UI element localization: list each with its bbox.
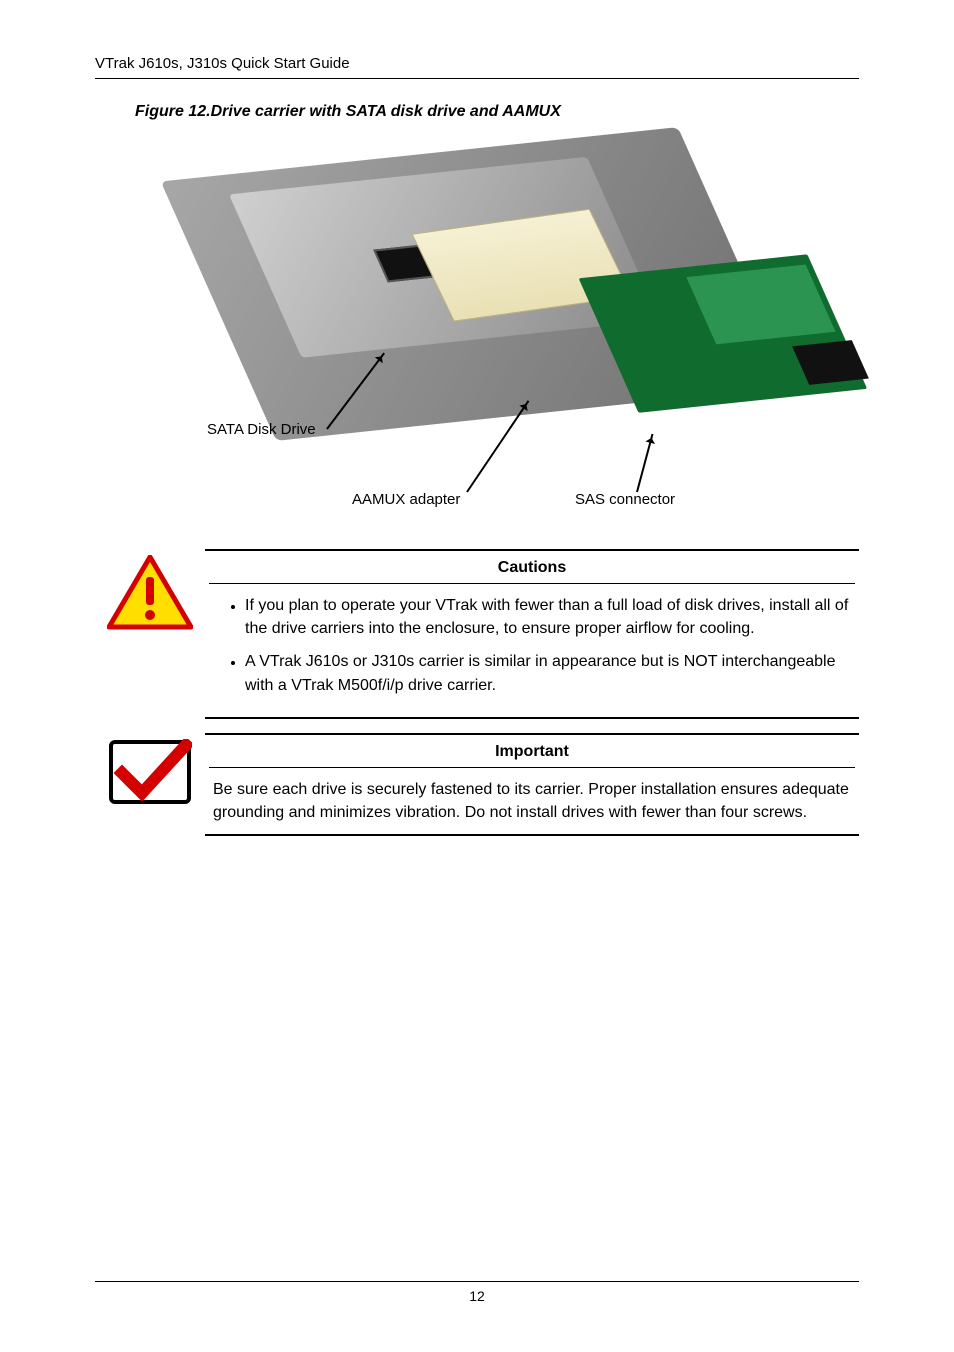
drive-carrier-shape — [161, 127, 794, 441]
footer-rule — [95, 1281, 859, 1282]
cautions-list: If you plan to operate your VTrak with f… — [209, 594, 855, 697]
aamux-pcb-shape — [579, 254, 868, 413]
cautions-title: Cautions — [209, 559, 855, 584]
sas-connector-shape — [792, 340, 869, 385]
caution-item: If you plan to operate your VTrak with f… — [245, 594, 855, 640]
checkmark-icon — [95, 733, 205, 805]
important-body: Be sure each drive is securely fastened … — [209, 778, 855, 824]
warning-icon — [95, 549, 205, 631]
cautions-content: Cautions If you plan to operate your VTr… — [205, 549, 859, 719]
label-aamux: AAMUX adapter — [352, 491, 460, 508]
cautions-callout: Cautions If you plan to operate your VTr… — [95, 549, 859, 719]
running-header: VTrak J610s, J310s Quick Start Guide — [95, 55, 859, 72]
label-sata: SATA Disk Drive — [207, 421, 316, 438]
important-content: Important Be sure each drive is securely… — [205, 733, 859, 836]
page-footer: 12 — [95, 1281, 859, 1306]
page: VTrak J610s, J310s Quick Start Guide Fig… — [0, 0, 954, 1352]
sata-drive-shape — [229, 157, 660, 358]
header-rule — [95, 78, 859, 79]
page-number: 12 — [469, 1288, 485, 1304]
important-title: Important — [209, 743, 855, 768]
important-callout: Important Be sure each drive is securely… — [95, 733, 859, 836]
figure-caption: Figure 12.Drive carrier with SATA disk d… — [135, 103, 859, 121]
figure-illustration: SATA Disk Drive AAMUX adapter SAS connec… — [177, 139, 777, 529]
arrow-sas — [636, 434, 653, 492]
label-sas: SAS connector — [575, 491, 675, 508]
caution-item: A VTrak J610s or J310s carrier is simila… — [245, 650, 855, 696]
